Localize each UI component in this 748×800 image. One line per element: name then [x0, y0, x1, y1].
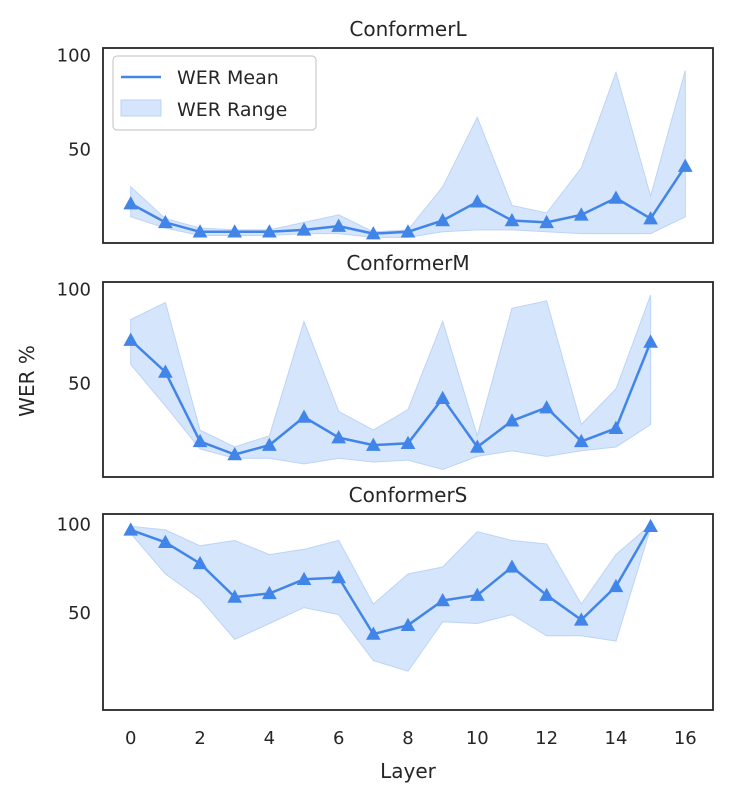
wer-mean-point [469, 194, 485, 208]
y-tick-label: 100 [57, 46, 91, 67]
wer-mean-point [331, 218, 347, 232]
x-tick-label: 2 [194, 728, 205, 749]
wer-mean-point [643, 334, 658, 348]
panel-conformerm: ConformerM 50 100 [57, 251, 714, 478]
wer-mean-point [573, 612, 589, 626]
panel-frame [102, 47, 714, 244]
legend-mean-label: WER Mean [177, 67, 279, 89]
wer-mean-point [400, 435, 416, 449]
wer-mean-line [130, 525, 652, 636]
panels: ConformerL50100ConformerM50100ConformerS… [57, 17, 714, 711]
panel-frame [102, 513, 714, 711]
panel-title: ConformerS [349, 483, 468, 507]
wer-mean-point [435, 390, 451, 404]
panel-title: ConformerM [346, 251, 469, 275]
wer-mean-point [296, 409, 312, 423]
wer-mean-point [504, 559, 520, 573]
panel-conformerl: ConformerL 50 100 [57, 17, 714, 244]
wer-mean-point [435, 592, 451, 607]
x-axis-label: Layer [380, 759, 437, 783]
wer-range-band [130, 70, 686, 238]
x-tick-label: 8 [402, 728, 413, 749]
wer-mean-point [608, 420, 624, 434]
x-axis: 0 2 4 6 8 10 12 14 16 [125, 728, 697, 749]
x-tick-label: 14 [605, 728, 628, 749]
wer-mean-point [504, 212, 520, 227]
wer-mean-point [158, 534, 173, 548]
wer-mean-point [123, 332, 139, 346]
wer-mean-point [123, 196, 139, 210]
wer-mean-point [365, 437, 381, 451]
x-tick-label: 0 [125, 728, 136, 749]
y-tick-label: 100 [57, 515, 91, 536]
y-axis-label: WER % [15, 345, 39, 417]
x-tick-label: 4 [264, 728, 275, 749]
wer-mean-point [539, 587, 554, 601]
wer-mean-point [365, 626, 381, 640]
wer-mean-point [539, 214, 554, 229]
wer-mean-point [123, 522, 139, 536]
wer-mean-point [504, 413, 520, 427]
wer-range-band [130, 523, 652, 672]
wer-mean-point [608, 190, 624, 204]
wer-mean-point [227, 446, 243, 461]
wer-mean-point [262, 585, 277, 600]
y-tick-label: 50 [68, 373, 91, 394]
wer-mean-point [192, 433, 208, 448]
panel-frame [102, 281, 714, 478]
wer-mean-point [192, 224, 208, 238]
wer-range-band [130, 294, 652, 471]
wer-mean-point [677, 158, 693, 172]
wer-mean-point [227, 589, 243, 603]
wer-mean-point [262, 224, 277, 238]
plot-area [129, 294, 652, 471]
plot-area [130, 523, 652, 672]
wer-mean-point [296, 222, 312, 236]
wer-mean-point [608, 578, 624, 593]
legend-range-label: WER Range [177, 99, 287, 121]
y-tick-label: 50 [68, 139, 91, 160]
wer-mean-line [129, 339, 652, 456]
x-tick-label: 12 [535, 728, 558, 749]
legend-range-swatch [120, 99, 162, 117]
legend: WER Mean WER Range [112, 55, 317, 131]
x-tick-label: 16 [674, 728, 697, 749]
wer-mean-point [331, 570, 347, 584]
wer-mean-point [365, 226, 381, 240]
wer-mean-point [158, 364, 173, 378]
y-tick-label: 50 [68, 603, 91, 624]
wer-mean-point [643, 211, 658, 225]
x-tick-label: 6 [333, 728, 344, 749]
panel-conformers: ConformerS 50 100 [57, 483, 714, 711]
wer-mean-point [435, 212, 451, 227]
wer-mean-point [331, 430, 347, 444]
wer-mean-point [158, 214, 173, 229]
wer-mean-point [400, 617, 416, 631]
wer-mean-point [227, 224, 243, 238]
wer-mean-point [539, 400, 554, 414]
wer-mean-point [296, 571, 312, 586]
panel-title: ConformerL [349, 17, 467, 41]
legend-box [112, 55, 317, 131]
wer-mean-point [400, 224, 416, 238]
wer-mean-point [573, 433, 589, 448]
wer-mean-point [573, 207, 589, 221]
wer-mean-point [192, 555, 208, 570]
wer-mean-point [262, 437, 277, 451]
wer-mean-point [469, 587, 485, 601]
y-tick-label: 100 [57, 280, 91, 301]
wer-mean-point [469, 439, 485, 453]
x-tick-label: 10 [466, 728, 489, 749]
wer-mean-point [643, 518, 658, 533]
